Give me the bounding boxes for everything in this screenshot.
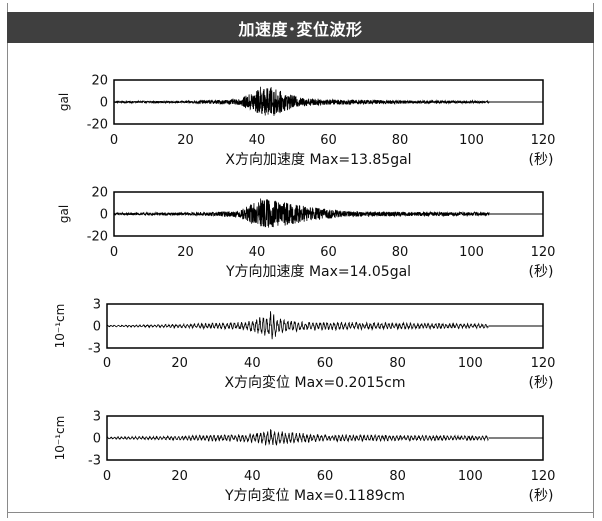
x-tick-label: 120: [531, 245, 556, 260]
x-tick-label: 100: [459, 245, 484, 260]
chart-caption: Y方向加速度 Max=14.05gal: [225, 264, 411, 280]
x-tick-label: 60: [320, 245, 337, 260]
chart-caption: X方向加速度 Max=13.85gal: [225, 152, 411, 168]
x-tick-label: 20: [171, 356, 188, 371]
y-axis-label: gal: [57, 93, 71, 111]
waveform-series: [113, 198, 490, 228]
x-tick-label: 20: [177, 133, 194, 148]
y-tick-label: 0: [100, 208, 108, 223]
x-tick-label: 100: [459, 133, 484, 148]
x-tick-label: 40: [244, 356, 261, 371]
y-tick-label: 0: [100, 96, 108, 111]
x-tick-label: 20: [177, 245, 194, 260]
panel-header: 加速度･変位波形: [7, 12, 594, 43]
y-tick-label: 20: [91, 74, 108, 89]
y-tick-label: -20: [87, 118, 108, 133]
x-tick-label: 80: [392, 133, 409, 148]
x-axis-unit: (秒): [529, 152, 554, 168]
y-tick-label: 0: [93, 432, 101, 447]
y-tick-label: -20: [87, 230, 108, 245]
waveform-series: [113, 86, 490, 116]
x-tick-label: 0: [103, 356, 111, 371]
x-tick-label: 100: [458, 356, 483, 371]
x-tick-label: 20: [171, 469, 188, 484]
y-tick-label: -3: [88, 454, 101, 469]
x-tick-label: 40: [249, 245, 266, 260]
x-tick-label: 40: [249, 133, 266, 148]
x-tick-label: 100: [458, 469, 483, 484]
y-axis-label: 10⁻¹cm: [53, 416, 67, 461]
x-axis-unit: (秒): [529, 488, 554, 504]
chart-caption: Y方向変位 Max=0.1189cm: [224, 487, 405, 504]
y-tick-label: 0: [93, 320, 101, 335]
y-tick-label: 20: [91, 186, 108, 201]
x-tick-label: 80: [389, 356, 406, 371]
x-tick-label: 80: [392, 245, 409, 260]
x-tick-label: 60: [317, 356, 334, 371]
y-tick-label: 3: [93, 298, 101, 313]
x-axis-unit: (秒): [529, 264, 554, 280]
y-tick-label: 3: [93, 410, 101, 425]
y-tick-label: -3: [88, 342, 101, 357]
x-tick-label: 0: [110, 133, 118, 148]
x-tick-label: 60: [320, 133, 337, 148]
waveform-series: [106, 429, 489, 446]
waveform-series: [106, 311, 489, 340]
x-tick-label: 120: [531, 356, 556, 371]
x-tick-label: 60: [317, 469, 334, 484]
panel-title: 加速度･変位波形: [238, 19, 363, 39]
x-tick-label: 120: [531, 469, 556, 484]
panel-bottom-border: [7, 512, 594, 513]
panel-frame: [7, 3, 594, 518]
x-tick-label: 0: [110, 245, 118, 260]
x-tick-label: 80: [389, 469, 406, 484]
y-axis-label: 10⁻¹cm: [53, 304, 67, 349]
x-tick-label: 0: [103, 469, 111, 484]
y-axis-label: gal: [57, 205, 71, 223]
x-tick-label: 40: [244, 469, 261, 484]
x-axis-unit: (秒): [529, 375, 554, 391]
chart-caption: X方向変位 Max=0.2015cm: [224, 374, 405, 391]
x-tick-label: 120: [531, 133, 556, 148]
